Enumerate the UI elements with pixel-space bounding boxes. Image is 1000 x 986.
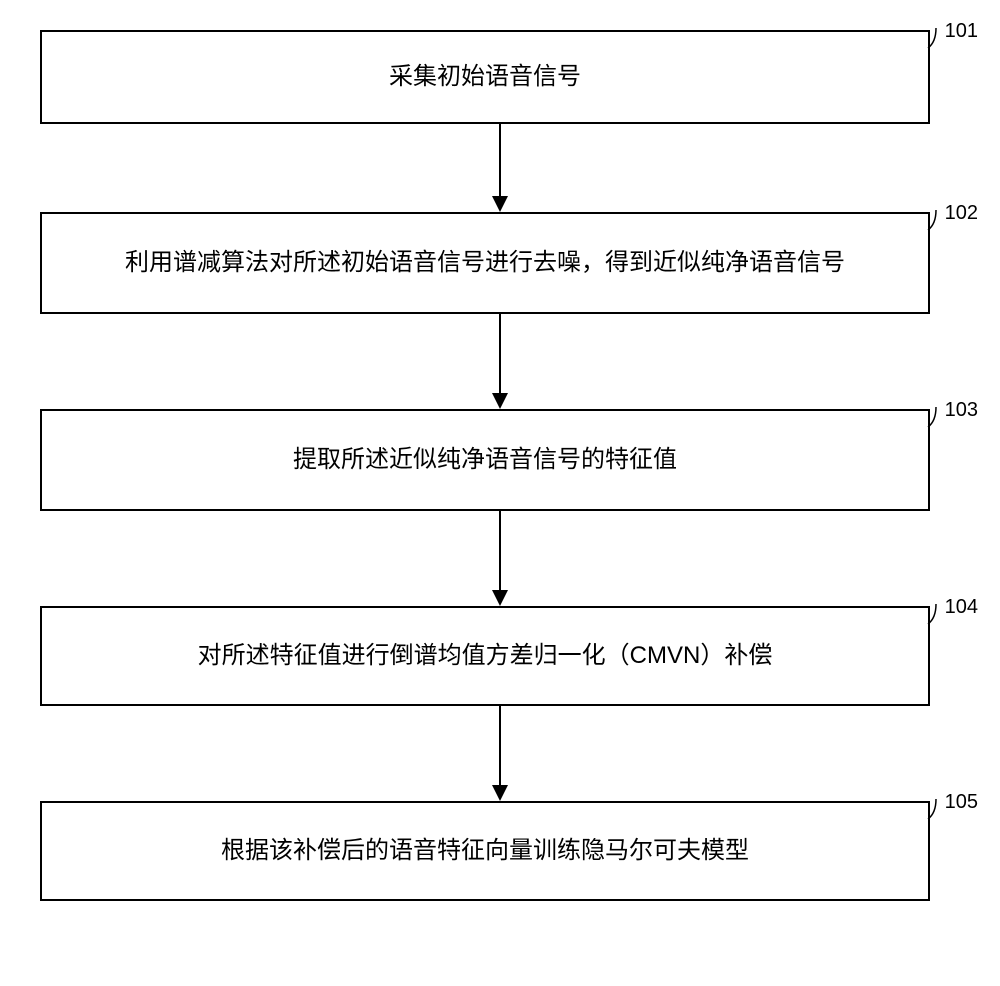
step-label-103: 103 <box>945 399 978 422</box>
label-connector-104 <box>926 602 944 626</box>
step-label-102: 102 <box>945 202 978 225</box>
label-connector-101 <box>926 26 944 50</box>
step-box-104: 104 对所述特征值进行倒谱均值方差归一化（CMVN）补偿 <box>40 606 930 706</box>
label-connector-105 <box>926 797 944 821</box>
step-label-105: 105 <box>945 791 978 814</box>
arrow-1 <box>40 124 960 212</box>
label-connector-103 <box>926 405 944 429</box>
step-label-101: 101 <box>945 20 978 43</box>
step-text-101: 采集初始语音信号 <box>373 51 597 103</box>
step-text-102: 利用谱减算法对所述初始语音信号进行去噪，得到近似纯净语音信号 <box>109 237 861 289</box>
arrow-4 <box>40 706 960 801</box>
arrow-2 <box>40 314 960 409</box>
flowchart-container: 101 采集初始语音信号 102 利用谱减算法对所述初始语音信号进行去噪，得到近… <box>40 30 960 901</box>
step-box-102: 102 利用谱减算法对所述初始语音信号进行去噪，得到近似纯净语音信号 <box>40 212 930 314</box>
step-label-104: 104 <box>945 596 978 619</box>
arrow-3 <box>40 511 960 606</box>
step-box-105: 105 根据该补偿后的语音特征向量训练隐马尔可夫模型 <box>40 801 930 901</box>
step-box-103: 103 提取所述近似纯净语音信号的特征值 <box>40 409 930 511</box>
label-connector-102 <box>926 208 944 232</box>
step-text-105: 根据该补偿后的语音特征向量训练隐马尔可夫模型 <box>205 825 765 877</box>
step-text-103: 提取所述近似纯净语音信号的特征值 <box>277 434 693 486</box>
step-text-104: 对所述特征值进行倒谱均值方差归一化（CMVN）补偿 <box>182 630 789 682</box>
step-box-101: 101 采集初始语音信号 <box>40 30 930 124</box>
